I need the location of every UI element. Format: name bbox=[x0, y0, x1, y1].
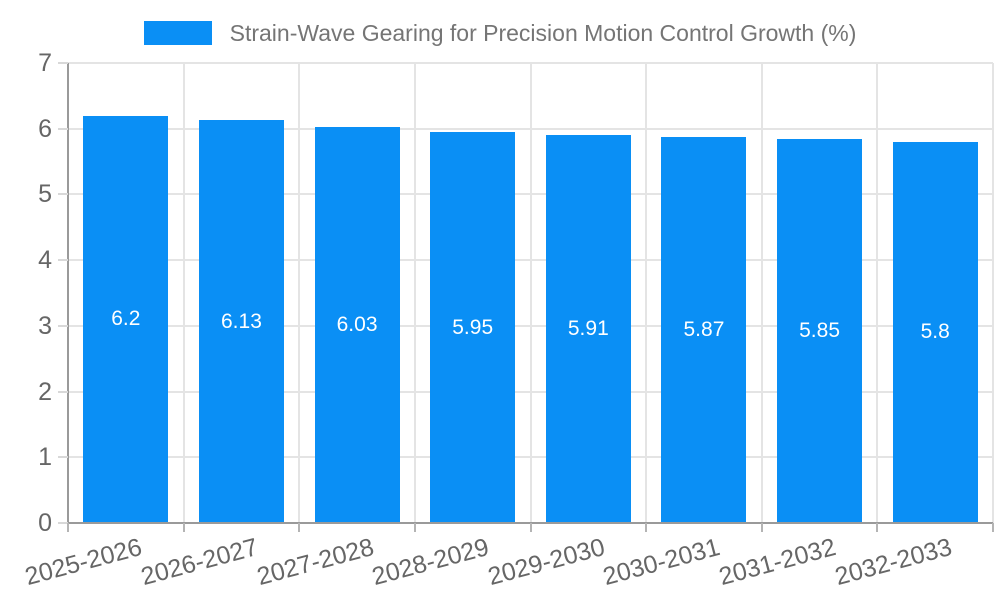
x-tick-mark bbox=[298, 523, 301, 532]
gridline-vertical bbox=[529, 63, 532, 523]
bar-value-label: 5.85 bbox=[799, 318, 840, 342]
gridline-vertical bbox=[876, 63, 879, 523]
plot-area: 6.2 6.13 6.03 5.95 5.91 5.87 5.85 5.8 bbox=[68, 62, 994, 524]
y-tick-label: 6 bbox=[38, 114, 52, 143]
x-tick-mark bbox=[67, 523, 69, 532]
bar-value-label: 5.95 bbox=[452, 315, 494, 339]
y-tick-label: 7 bbox=[38, 49, 52, 77]
x-tick-label: 2030-2031 bbox=[600, 533, 724, 591]
y-tick-mark bbox=[58, 324, 68, 327]
bar: 6.13 bbox=[198, 120, 284, 523]
y-tick-label: 0 bbox=[38, 509, 52, 537]
x-tick-label: 2027-2028 bbox=[253, 533, 377, 591]
gridline-vertical bbox=[645, 63, 648, 523]
bar: 5.8 bbox=[892, 141, 978, 523]
y-tick-label: 1 bbox=[38, 443, 52, 472]
x-tick-label: 2032-2033 bbox=[831, 533, 955, 591]
x-tick-mark bbox=[876, 523, 879, 532]
x-tick-mark bbox=[182, 523, 185, 532]
y-tick-label: 4 bbox=[38, 246, 52, 275]
x-tick-mark bbox=[760, 523, 763, 532]
gridline-vertical bbox=[760, 63, 763, 523]
bar: 5.85 bbox=[777, 138, 863, 523]
y-tick-mark bbox=[58, 390, 68, 393]
gridline-vertical bbox=[182, 63, 185, 523]
y-tick-mark bbox=[58, 259, 68, 262]
y-axis-line bbox=[67, 63, 69, 523]
y-tick-label: 3 bbox=[38, 311, 52, 340]
y-tick-label: 2 bbox=[38, 377, 52, 406]
bar: 5.91 bbox=[545, 134, 631, 523]
x-tick-label: 2028-2029 bbox=[369, 533, 492, 591]
bar: 6.03 bbox=[314, 126, 400, 523]
bar-value-label: 5.87 bbox=[683, 318, 725, 342]
x-tick-mark bbox=[529, 523, 532, 532]
y-tick-mark bbox=[58, 127, 68, 130]
bar-value-label: 5.91 bbox=[567, 316, 609, 340]
x-tick-label: 2029-2030 bbox=[484, 533, 608, 591]
bar-value-label: 6.03 bbox=[336, 312, 378, 336]
x-tick-label: 2026-2027 bbox=[137, 533, 261, 591]
bar: 6.2 bbox=[83, 115, 169, 523]
gridline-vertical bbox=[992, 63, 994, 523]
x-tick-mark bbox=[992, 523, 994, 532]
y-tick-mark bbox=[58, 62, 68, 64]
bar-value-label: 5.8 bbox=[920, 320, 950, 344]
bar: 5.95 bbox=[430, 132, 516, 523]
bar-value-label: 6.13 bbox=[221, 309, 262, 333]
x-tick-mark bbox=[413, 523, 416, 532]
x-tick-label: 2025-2026 bbox=[22, 533, 146, 591]
y-tick-mark bbox=[58, 456, 68, 459]
x-tick-label: 2031-2032 bbox=[716, 533, 839, 591]
legend-label: Strain-Wave Gearing for Precision Motion… bbox=[229, 19, 857, 46]
y-tick-mark bbox=[58, 193, 68, 196]
bar-value-label: 6.2 bbox=[111, 307, 141, 331]
gridline-vertical bbox=[413, 63, 416, 523]
bar: 5.87 bbox=[661, 137, 747, 523]
y-tick-label: 5 bbox=[38, 180, 52, 209]
gridline-vertical bbox=[298, 63, 301, 523]
chart-legend: Strain-Wave Gearing for Precision Motion… bbox=[0, 16, 1000, 50]
legend-swatch bbox=[143, 21, 212, 45]
y-tick-mark bbox=[58, 522, 68, 524]
x-tick-mark bbox=[645, 523, 648, 532]
